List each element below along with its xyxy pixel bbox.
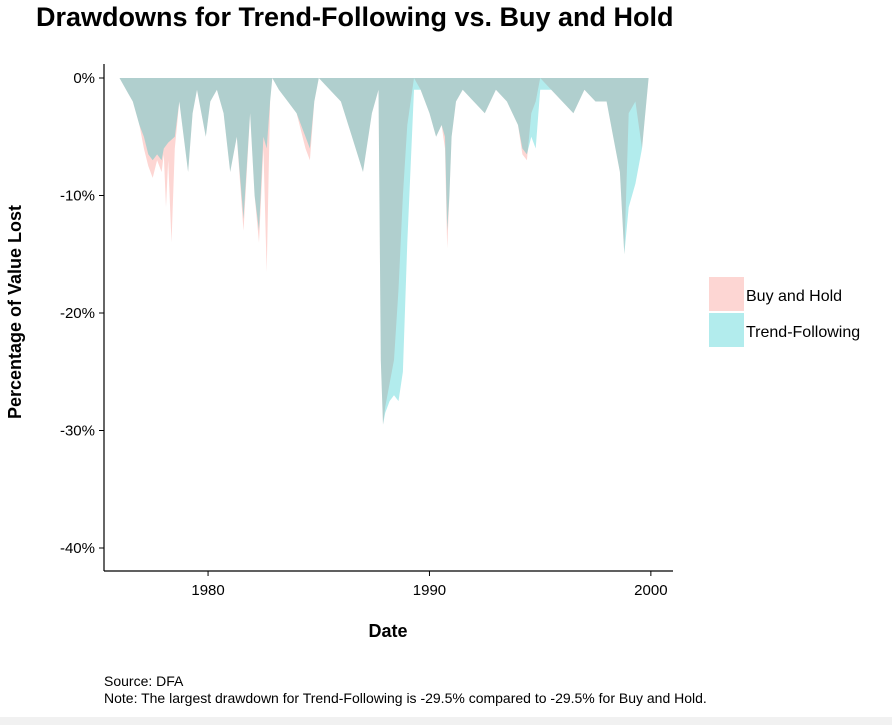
- y-axis-ticks: 0% -10% -20% -30% -40%: [60, 70, 104, 557]
- buy-and-hold-drawdown-area: [119, 78, 649, 425]
- drawdown-areas: [119, 78, 649, 425]
- y-tick-label: -30%: [60, 423, 95, 440]
- y-tick-label: -20%: [60, 305, 95, 322]
- y-tick-label: -40%: [60, 540, 95, 557]
- legend-swatch-buy-and-hold: [709, 277, 744, 311]
- y-tick-label: -10%: [60, 188, 95, 205]
- x-tick-label: 1990: [413, 582, 446, 599]
- legend-label-buy-and-hold: Buy and Hold: [746, 288, 842, 305]
- chart-title: Drawdowns for Trend-Following vs. Buy an…: [36, 2, 674, 32]
- x-axis-ticks: 1980 1990 2000: [191, 571, 668, 599]
- source-caption: Source: DFA: [104, 673, 184, 689]
- note-caption: Note: The largest drawdown for Trend-Fol…: [104, 690, 707, 706]
- x-axis-label: Date: [368, 621, 407, 641]
- x-tick-label: 1980: [191, 582, 224, 599]
- legend: Buy and Hold Trend-Following: [709, 277, 860, 347]
- legend-swatch-trend-following: [709, 313, 744, 347]
- y-axis-label: Percentage of Value Lost: [5, 205, 25, 419]
- legend-label-trend-following: Trend-Following: [746, 324, 860, 341]
- bottom-strip: [0, 717, 892, 725]
- x-tick-label: 2000: [634, 582, 667, 599]
- trend-following-drawdown-area: [119, 78, 649, 425]
- y-tick-label: 0%: [73, 70, 95, 87]
